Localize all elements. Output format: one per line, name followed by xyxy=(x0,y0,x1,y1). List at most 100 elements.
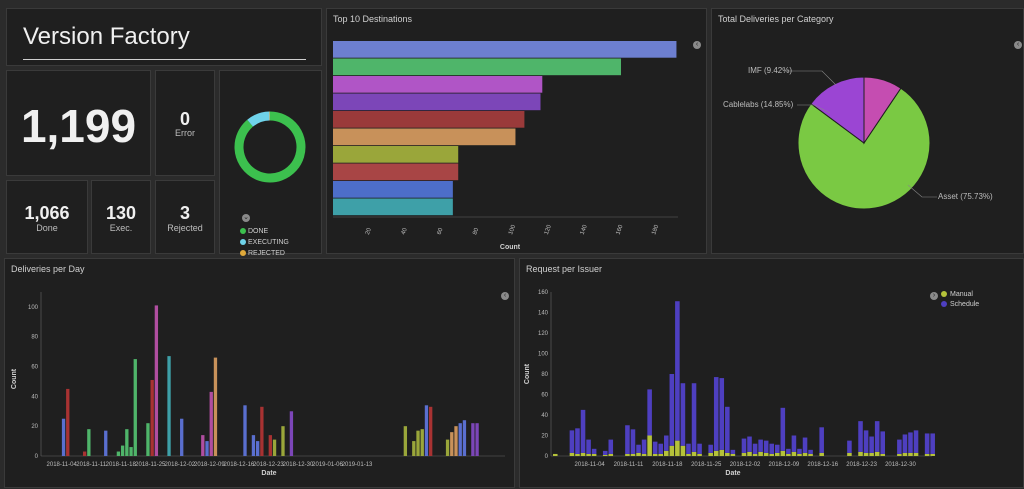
schedule-bar xyxy=(808,450,813,454)
x-tick-label: 60 xyxy=(437,227,445,236)
manual-bar xyxy=(636,453,641,456)
manual-bar xyxy=(808,454,813,456)
schedule-bar xyxy=(570,430,575,453)
x-tick-label: 2019-01-06 xyxy=(312,462,343,468)
y-tick-label: 20 xyxy=(31,424,38,430)
schedule-bar xyxy=(753,444,758,454)
x-tick-label: 2019-01-13 xyxy=(342,462,373,468)
legend-item-done[interactable]: DONE xyxy=(240,226,268,237)
schedule-bar xyxy=(742,439,747,453)
day-bar xyxy=(290,411,293,456)
manual-bar xyxy=(880,454,885,456)
manual-bar xyxy=(553,454,558,456)
x-axis-label: Count xyxy=(500,244,521,251)
schedule-bar xyxy=(869,437,874,453)
donut-segment xyxy=(239,116,301,178)
day-bar xyxy=(429,407,432,456)
day-bar xyxy=(425,405,428,456)
schedule-bar xyxy=(592,449,597,454)
day-bar xyxy=(180,419,183,456)
schedule-bar xyxy=(908,432,913,453)
destination-bar xyxy=(333,41,676,58)
manual-bar xyxy=(603,455,608,456)
manual-bar xyxy=(769,454,774,456)
manual-bar xyxy=(575,454,580,456)
category-pie-chart: IMF (9.42%)Cablelabs (14.85%)Asset (75.7… xyxy=(712,9,1024,255)
manual-bar xyxy=(742,453,747,456)
manual-bar xyxy=(670,446,675,456)
schedule-bar xyxy=(914,430,919,453)
y-tick-label: 100 xyxy=(538,352,549,358)
destination-bar xyxy=(333,76,542,93)
manual-bar xyxy=(653,454,658,456)
schedule-bar xyxy=(647,389,652,435)
destination-bar xyxy=(333,146,458,163)
x-tick-label: 2018-12-09 xyxy=(769,462,800,468)
day-bar xyxy=(450,432,453,456)
day-bar xyxy=(454,426,457,456)
schedule-bar xyxy=(819,427,824,453)
x-tick-label: 40 xyxy=(401,227,409,236)
manual-bar xyxy=(858,452,863,456)
x-tick-label: 2018-11-04 xyxy=(47,462,78,468)
manual-bar xyxy=(658,454,663,456)
x-tick-label: 2018-11-25 xyxy=(135,462,166,468)
legend-item-executing[interactable]: EXECUTING xyxy=(240,237,289,248)
day-bar xyxy=(281,426,284,456)
legend-toggle-icon[interactable]: ⌄ xyxy=(242,214,250,222)
x-tick-label: 2018-12-16 xyxy=(224,462,255,468)
x-axis-label: Date xyxy=(261,470,276,477)
manual-bar xyxy=(725,453,730,456)
status-donut xyxy=(220,71,323,211)
day-bar xyxy=(129,447,132,456)
x-tick-label: 100 xyxy=(508,224,517,236)
x-tick-label: 2018-12-23 xyxy=(846,462,877,468)
x-tick-label: 160 xyxy=(615,224,624,236)
title-panel: Version Factory xyxy=(6,8,322,66)
manual-bar xyxy=(686,454,691,456)
y-tick-label: 20 xyxy=(541,434,548,440)
manual-bar xyxy=(681,446,686,456)
day-bar xyxy=(243,405,246,456)
manual-bar xyxy=(747,452,752,456)
day-bar xyxy=(66,389,69,456)
y-tick-label: 0 xyxy=(545,454,549,460)
day-bar xyxy=(412,441,415,456)
y-tick-label: 80 xyxy=(541,372,548,378)
schedule-bar xyxy=(797,449,802,454)
legend-dot-icon xyxy=(240,250,246,256)
manual-bar xyxy=(692,452,697,456)
schedule-bar xyxy=(769,444,774,454)
pie-label-asset: Asset (75.73%) xyxy=(938,192,993,201)
manual-bar xyxy=(847,453,852,456)
manual-bar xyxy=(875,452,880,456)
y-tick-label: 60 xyxy=(541,393,548,399)
day-bar xyxy=(421,429,424,456)
day-bar xyxy=(214,358,217,456)
schedule-bar xyxy=(625,425,630,454)
manual-bar xyxy=(708,453,713,456)
x-tick-label: 2018-12-02 xyxy=(730,462,761,468)
x-tick-label: 2018-12-30 xyxy=(283,462,314,468)
stat-rejected: 3 Rejected xyxy=(155,180,215,254)
schedule-bar xyxy=(586,440,591,454)
schedule-bar xyxy=(664,436,669,451)
destination-bar xyxy=(333,94,541,111)
manual-bar xyxy=(647,436,652,457)
done-count: 1,066 xyxy=(7,203,87,224)
exec-label: Exec. xyxy=(92,223,150,233)
legend-label: EXECUTING xyxy=(248,239,289,246)
day-bar xyxy=(155,305,158,456)
x-tick-label: 20 xyxy=(365,227,373,236)
donut-legend: DONEEXECUTINGREJECTED xyxy=(240,226,322,259)
manual-bar xyxy=(781,451,786,456)
x-axis-label: Date xyxy=(725,470,740,477)
schedule-bar xyxy=(681,383,686,446)
schedule-bar xyxy=(775,445,780,453)
schedule-bar xyxy=(903,434,908,452)
schedule-bar xyxy=(880,431,885,454)
day-bar xyxy=(125,429,128,456)
stat-total: 1,199 xyxy=(6,70,151,176)
day-bar xyxy=(273,440,276,456)
